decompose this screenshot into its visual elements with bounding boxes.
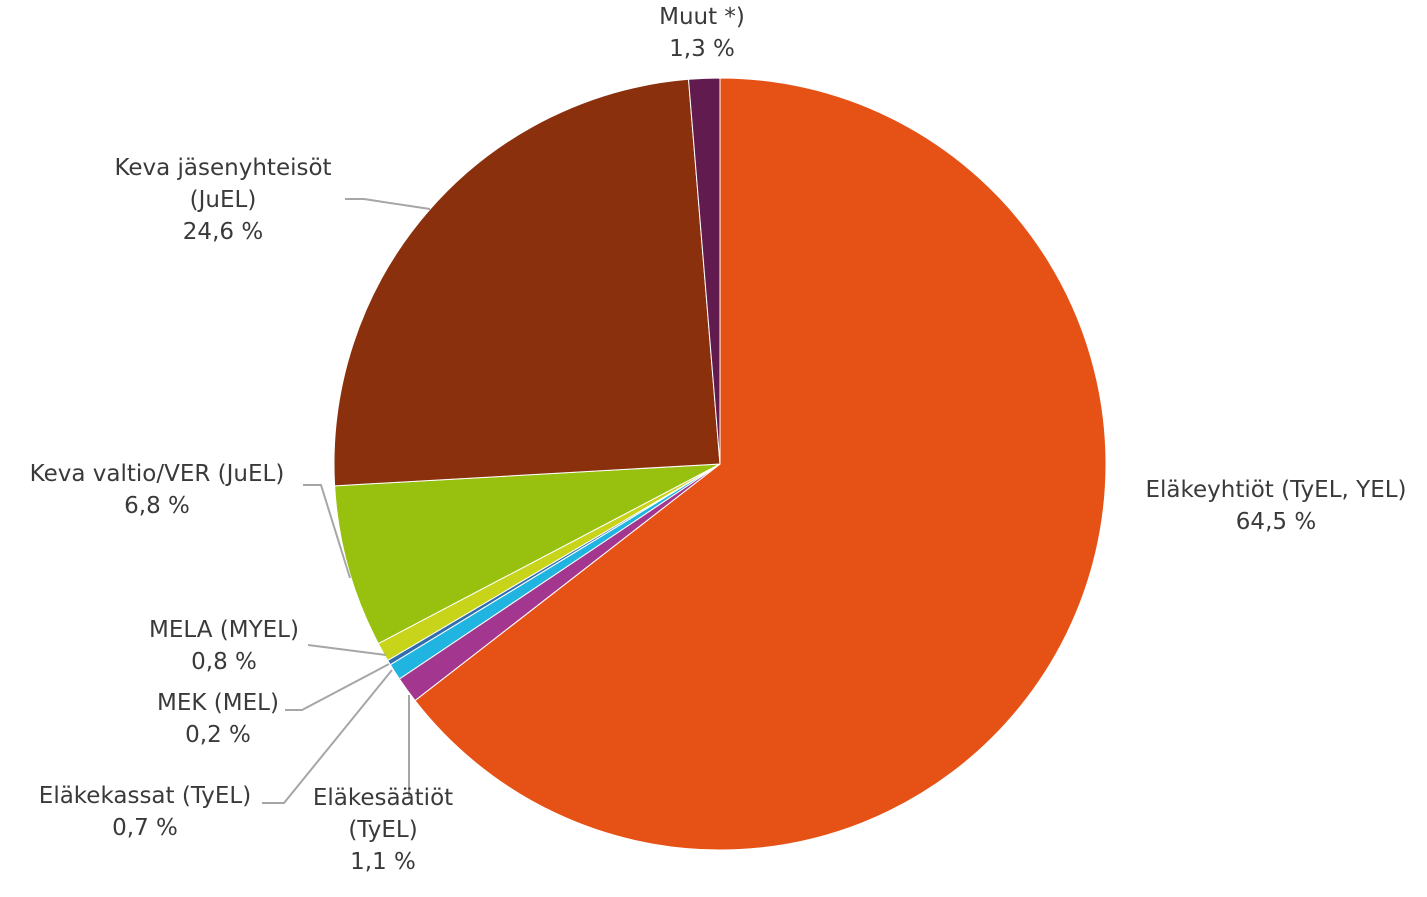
slice-name-label: MELA (MYEL) bbox=[149, 617, 299, 643]
pie-slice-elakeyhtiot-tyel-yel bbox=[414, 77, 1107, 851]
slice-name-label: Keva jäsenyhteisöt bbox=[114, 155, 331, 181]
slice-label-keva-valtio-ver-juel: Keva valtio/VER (JuEL) 6,8 % bbox=[30, 461, 285, 519]
slice-name-label: Muut *) bbox=[659, 4, 745, 30]
slice-name-label: Eläkesäätiöt bbox=[313, 785, 453, 811]
slice-value-label: 1,3 % bbox=[669, 36, 735, 62]
slice-value-label: 0,7 % bbox=[112, 815, 178, 841]
slice-value-label: 6,8 % bbox=[124, 493, 190, 519]
leader-line-keva-valtio-ver-juel bbox=[303, 484, 351, 579]
slice-label-keva-jasenyhteisot: Keva jäsenyhteisöt (JuEL) 24,6 % bbox=[114, 155, 331, 245]
slice-value-label: 1,1 % bbox=[350, 849, 416, 875]
slice-name-label: Eläkeyhtiöt (TyEL, YEL) bbox=[1145, 477, 1406, 503]
slice-name-label: MEK (MEL) bbox=[157, 690, 279, 716]
slice-label-mela-myel: MELA (MYEL) 0,8 % bbox=[149, 617, 299, 675]
leader-line-mela-myel bbox=[307, 644, 387, 656]
slice-name-label: Keva valtio/VER (JuEL) bbox=[30, 461, 285, 487]
slice-value-label: 0,2 % bbox=[185, 722, 251, 748]
pie-slice-muut bbox=[687, 77, 721, 465]
slice-label-elakekassat-tyel: Eläkekassat (TyEL) 0,7 % bbox=[39, 783, 251, 841]
slice-label-mek-mel: MEK (MEL) 0,2 % bbox=[157, 690, 279, 748]
slice-value-label: 64,5 % bbox=[1236, 509, 1316, 535]
leader-line-elakekassat-tyel bbox=[262, 669, 393, 804]
leader-lines bbox=[262, 198, 431, 804]
slice-labels: Eläkeyhtiöt (TyEL, YEL) 64,5 % Eläkesäätiö… bbox=[30, 4, 1407, 875]
slice-label-elakesaatiot: Eläkesäätiöt (TyEL) 1,1 % bbox=[313, 785, 453, 875]
slice-label-muut: Muut *) 1,3 % bbox=[659, 4, 745, 62]
slice-name-label: (JuEL) bbox=[190, 187, 257, 213]
pie-slice-keva-jasenyhteisot bbox=[333, 78, 721, 487]
pie-slice-keva-valtio-ver-juel bbox=[334, 463, 721, 645]
slice-label-elakeyhtiot-tyel-yel: Eläkeyhtiöt (TyEL, YEL) 64,5 % bbox=[1145, 477, 1406, 535]
leader-line-keva-jasenyhteisot bbox=[345, 198, 431, 210]
pie-slices bbox=[333, 77, 1107, 851]
slice-name-label: Eläkekassat (TyEL) bbox=[39, 783, 251, 809]
slice-value-label: 0,8 % bbox=[191, 649, 257, 675]
slice-name-label: (TyEL) bbox=[348, 817, 417, 843]
leader-line-mek-mel bbox=[285, 663, 390, 711]
slice-value-label: 24,6 % bbox=[183, 219, 263, 245]
